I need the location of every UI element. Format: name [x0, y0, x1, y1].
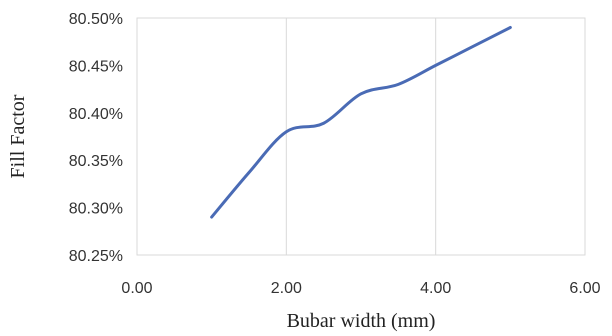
y-axis-ticks: 80.25% 80.30% 80.35% 80.40% 80.45% 80.50%: [69, 11, 123, 265]
x-tick-label-1: 2.00: [271, 280, 302, 297]
series-line-0: [210, 25, 512, 219]
series-layer: [210, 25, 512, 219]
y-axis-title: Fill Factor: [7, 94, 29, 178]
x-axis-title: Bubar width (mm): [287, 310, 436, 332]
y-tick-label-4: 80.45%: [69, 58, 123, 75]
x-tick-label-3: 6.00: [569, 280, 600, 297]
x-tick-label-2: 4.00: [420, 280, 451, 297]
x-tick-label-0: 0.00: [121, 280, 152, 297]
y-tick-label-5: 80.50%: [69, 11, 123, 28]
y-tick-label-0: 80.25%: [69, 248, 123, 265]
y-tick-label-1: 80.30%: [69, 201, 123, 218]
y-tick-label-2: 80.35%: [69, 153, 123, 170]
plot-area-border: [136, 17, 586, 256]
x-axis-ticks: 0.00 2.00 4.00 6.00: [121, 280, 600, 297]
grid-lines: [136, 18, 586, 255]
y-tick-label-3: 80.40%: [69, 106, 123, 123]
